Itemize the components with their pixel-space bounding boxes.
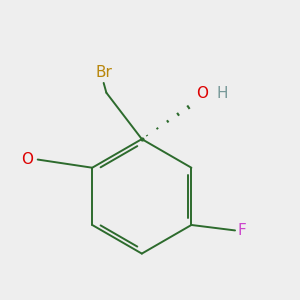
Text: Br: Br [95,65,112,80]
Text: O: O [196,86,208,101]
Text: O: O [21,152,33,167]
Text: F: F [238,223,247,238]
Text: H: H [217,86,228,101]
